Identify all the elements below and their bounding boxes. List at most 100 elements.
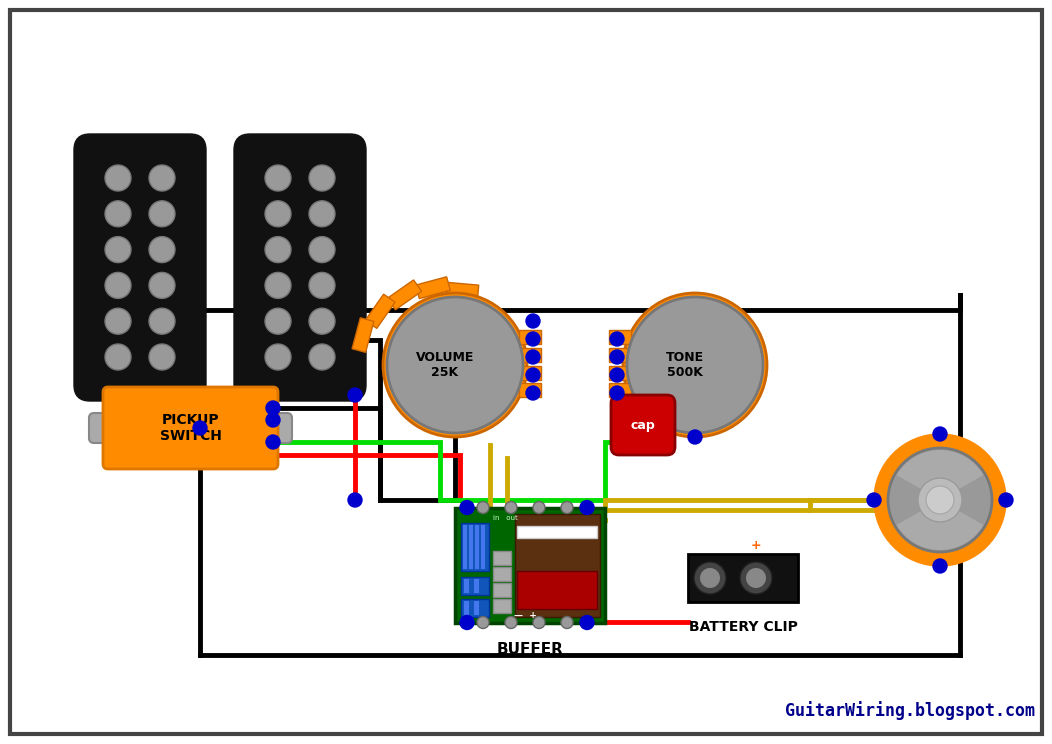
Bar: [474, 579, 479, 592]
Circle shape: [580, 501, 594, 515]
Bar: [461, 577, 489, 594]
Circle shape: [581, 501, 593, 513]
Circle shape: [149, 272, 175, 298]
Text: VOLUME
25K: VOLUME 25K: [416, 351, 474, 379]
Circle shape: [561, 617, 573, 629]
Circle shape: [533, 501, 545, 513]
Circle shape: [149, 344, 175, 370]
Circle shape: [149, 308, 175, 334]
Circle shape: [533, 617, 545, 629]
Text: PICKUP
SWITCH: PICKUP SWITCH: [160, 413, 221, 443]
Circle shape: [867, 493, 881, 507]
Circle shape: [581, 617, 593, 629]
Circle shape: [309, 165, 335, 191]
Bar: [456, 507, 605, 623]
FancyBboxPatch shape: [611, 395, 675, 455]
Bar: [446, 282, 479, 299]
Bar: [609, 348, 631, 362]
Circle shape: [265, 165, 291, 191]
Circle shape: [461, 617, 473, 629]
Circle shape: [348, 493, 362, 507]
Bar: [519, 383, 541, 397]
Bar: [469, 525, 473, 568]
Circle shape: [526, 386, 540, 400]
Text: TONE
500K: TONE 500K: [666, 351, 704, 379]
Bar: [365, 294, 396, 328]
Circle shape: [309, 201, 335, 227]
Circle shape: [505, 501, 517, 513]
Circle shape: [526, 350, 540, 364]
Bar: [461, 598, 489, 617]
Circle shape: [265, 308, 291, 334]
Circle shape: [746, 568, 766, 588]
Bar: [416, 277, 450, 298]
Bar: [464, 600, 469, 615]
Circle shape: [460, 615, 474, 629]
Circle shape: [505, 617, 517, 629]
Circle shape: [105, 308, 132, 334]
Text: −: −: [765, 539, 775, 552]
Circle shape: [526, 332, 540, 346]
FancyBboxPatch shape: [234, 134, 366, 401]
Circle shape: [309, 344, 335, 370]
Circle shape: [526, 368, 540, 382]
Circle shape: [610, 368, 624, 382]
Circle shape: [266, 435, 280, 449]
Circle shape: [610, 350, 624, 364]
Circle shape: [580, 615, 594, 629]
Circle shape: [740, 562, 772, 594]
Text: BATTERY CLIP: BATTERY CLIP: [689, 620, 797, 634]
FancyBboxPatch shape: [89, 413, 292, 443]
Bar: [519, 366, 541, 380]
Bar: [517, 525, 596, 537]
Wedge shape: [896, 450, 984, 500]
Bar: [688, 554, 798, 602]
Text: BUFFER: BUFFER: [497, 643, 564, 658]
Circle shape: [526, 314, 540, 328]
Bar: [609, 383, 631, 397]
Bar: [481, 525, 485, 568]
FancyBboxPatch shape: [74, 134, 206, 401]
Circle shape: [265, 237, 291, 263]
Circle shape: [309, 237, 335, 263]
Bar: [463, 525, 467, 568]
Bar: [464, 579, 469, 592]
Circle shape: [149, 237, 175, 263]
Circle shape: [477, 617, 489, 629]
Text: cap: cap: [630, 418, 655, 432]
FancyBboxPatch shape: [103, 387, 278, 469]
Circle shape: [383, 293, 527, 437]
Circle shape: [105, 165, 132, 191]
Circle shape: [933, 427, 947, 441]
Wedge shape: [896, 500, 984, 550]
Bar: [515, 513, 600, 617]
Bar: [493, 551, 511, 565]
Circle shape: [105, 201, 132, 227]
Circle shape: [461, 501, 473, 513]
Circle shape: [266, 401, 280, 415]
Bar: [474, 600, 479, 615]
Text: —  +: — +: [513, 612, 537, 620]
Circle shape: [999, 493, 1013, 507]
Circle shape: [477, 501, 489, 513]
Circle shape: [561, 501, 573, 513]
Circle shape: [105, 344, 132, 370]
Text: +: +: [751, 539, 762, 552]
Circle shape: [193, 421, 207, 435]
Circle shape: [918, 478, 962, 522]
Circle shape: [926, 486, 954, 514]
Circle shape: [309, 308, 335, 334]
Circle shape: [623, 293, 767, 437]
Text: in   out: in out: [493, 516, 518, 522]
Circle shape: [105, 272, 132, 298]
Bar: [476, 525, 479, 568]
Circle shape: [309, 272, 335, 298]
Circle shape: [149, 201, 175, 227]
Circle shape: [688, 430, 702, 444]
Circle shape: [610, 332, 624, 346]
Circle shape: [265, 201, 291, 227]
Bar: [387, 280, 422, 310]
Circle shape: [610, 386, 624, 400]
Circle shape: [387, 297, 523, 433]
Bar: [519, 330, 541, 344]
